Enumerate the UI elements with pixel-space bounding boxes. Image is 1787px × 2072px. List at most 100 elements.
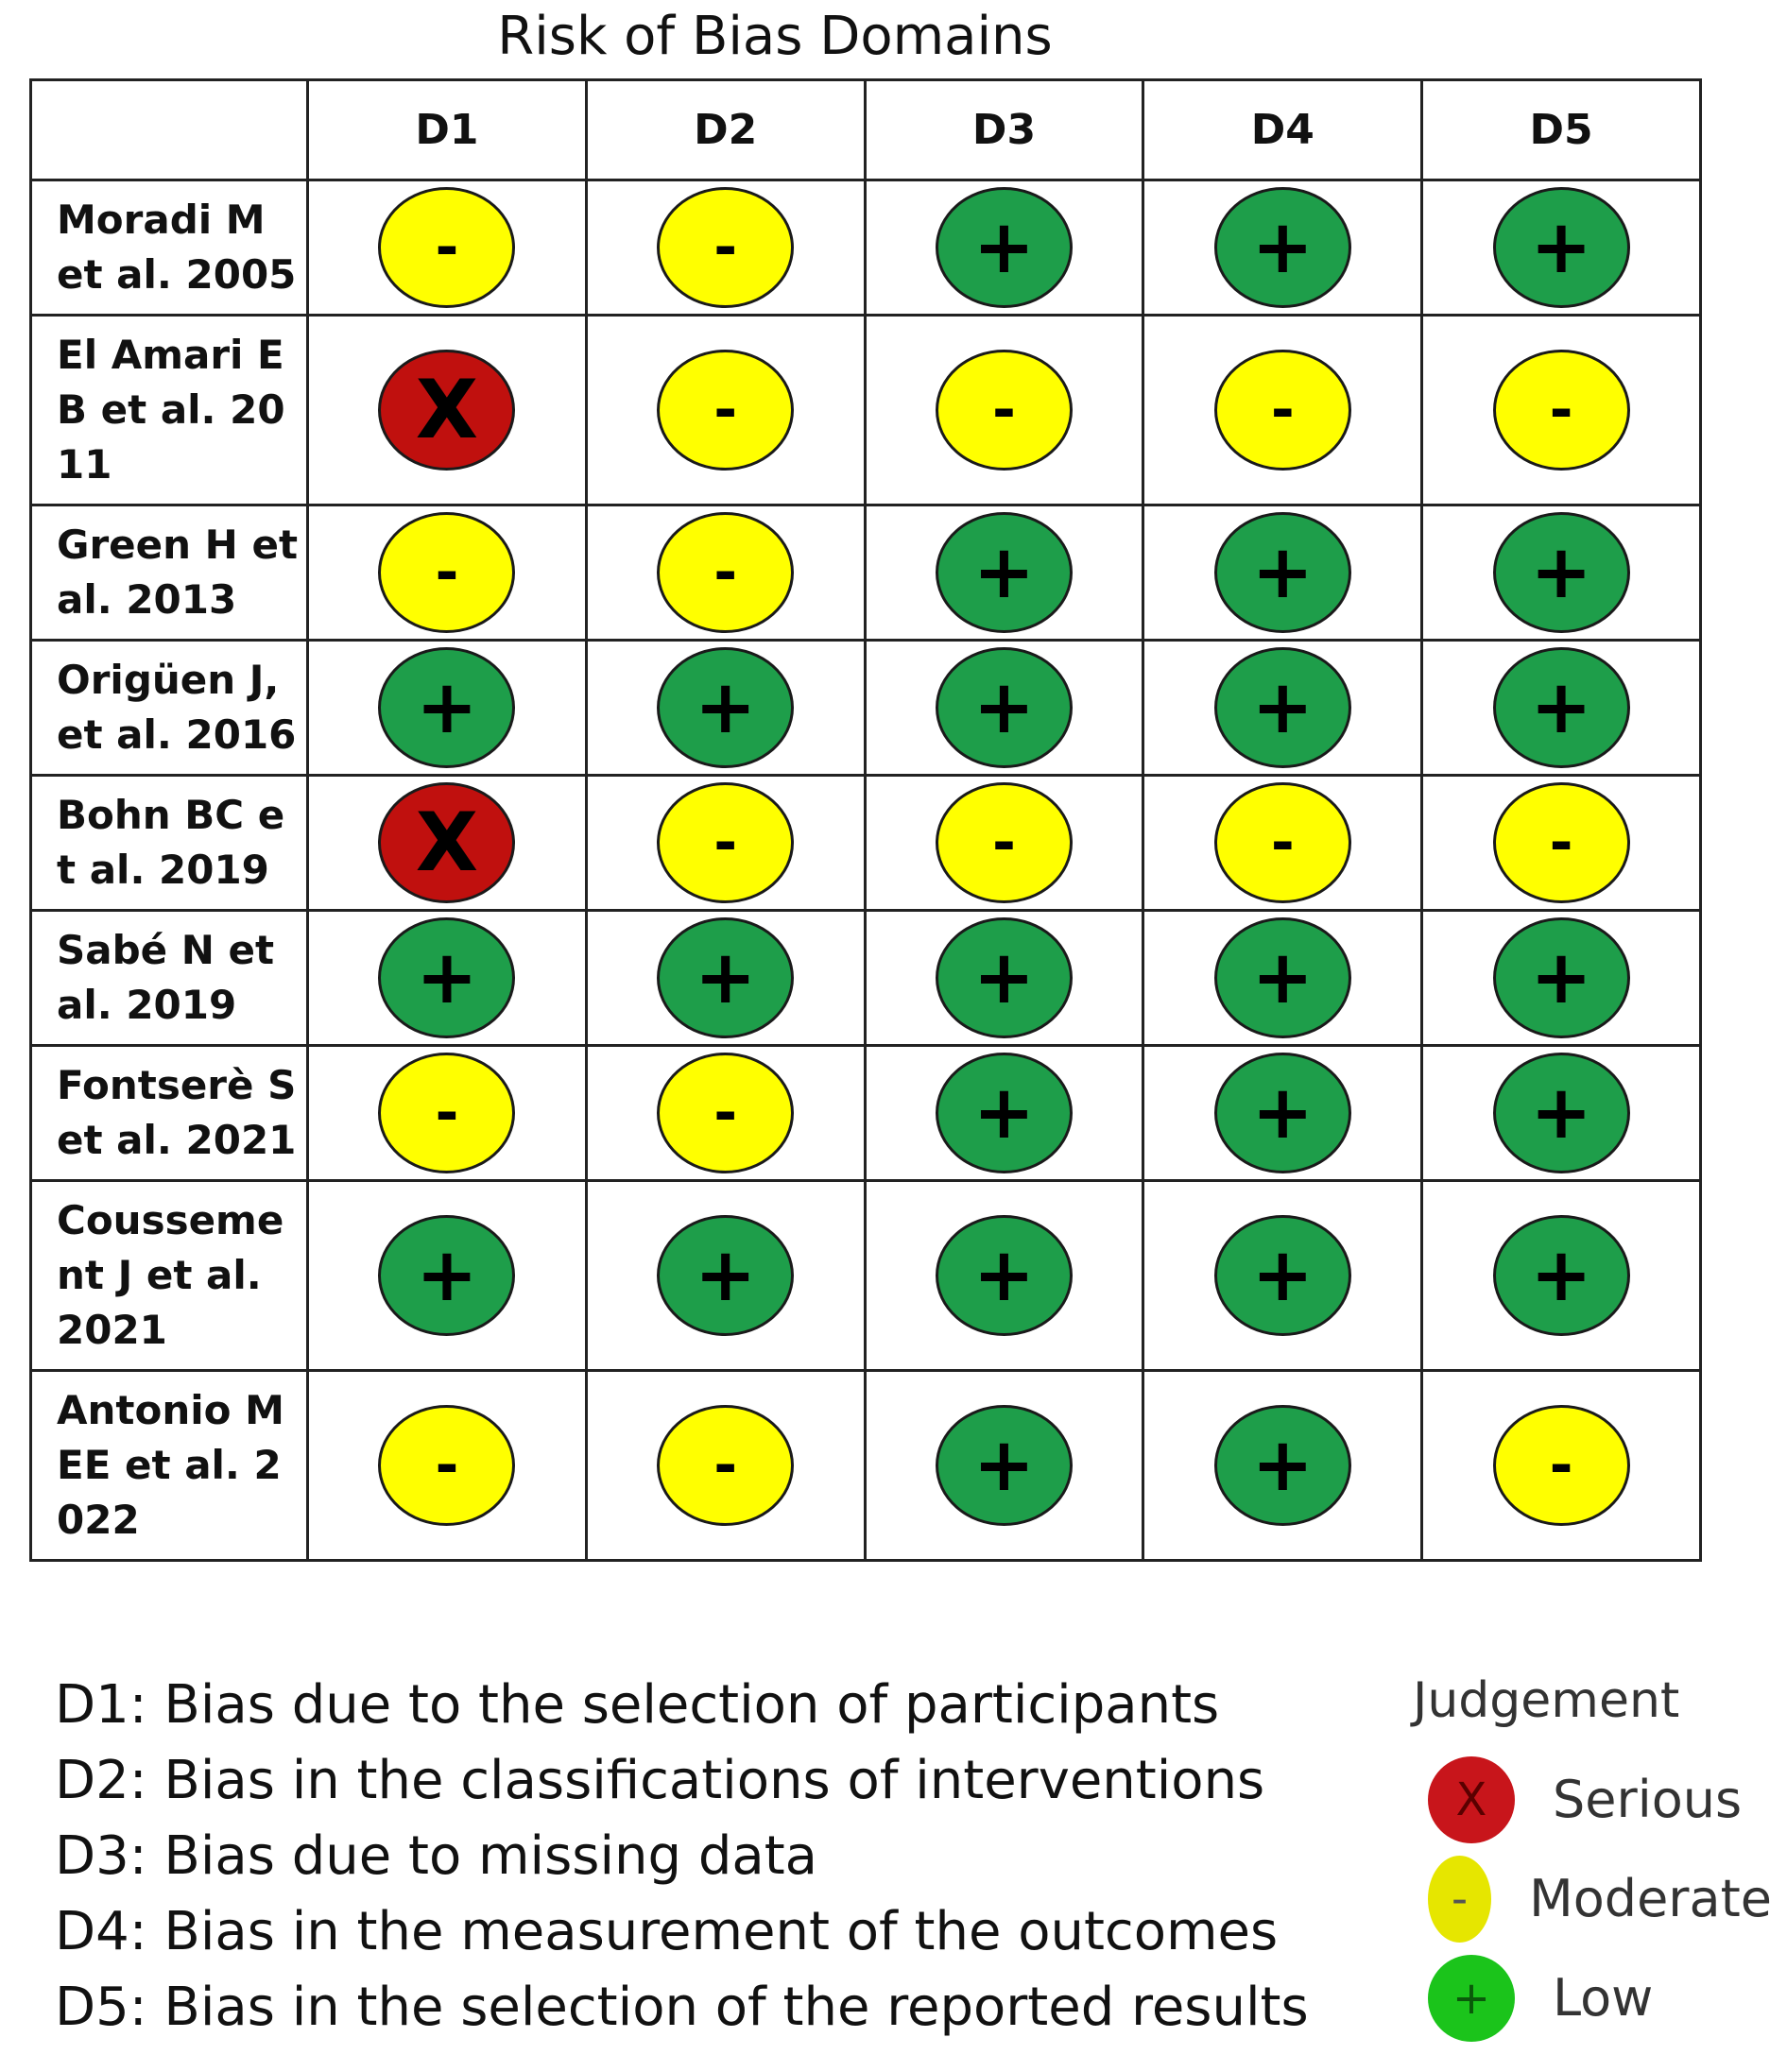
plus-circle-icon: + bbox=[1213, 512, 1351, 633]
plus-circle-icon: + bbox=[378, 647, 516, 768]
judgement-cell: + bbox=[863, 1369, 1145, 1562]
x-circle-icon: X bbox=[1428, 1755, 1515, 1843]
plus-circle-icon: + bbox=[1213, 1405, 1351, 1526]
study-name: Sabé N et al. 2019 bbox=[29, 909, 309, 1047]
legend-label: Serious bbox=[1553, 1770, 1743, 1829]
study-name: Origüen J, et al. 2016 bbox=[29, 639, 309, 777]
plus-circle-icon: + bbox=[657, 1215, 795, 1336]
minus-circle-icon: - bbox=[657, 782, 795, 903]
study-name: Bohn BC et al. 2019 bbox=[29, 774, 309, 912]
plus-circle-icon: + bbox=[378, 1215, 516, 1336]
legend-label: Low bbox=[1553, 1968, 1654, 2028]
x-circle-icon: X bbox=[378, 350, 516, 471]
minus-circle-icon: - bbox=[1492, 782, 1630, 903]
study-row: Origüen J, et al. 2016 + + + + + bbox=[29, 639, 1702, 777]
judgement-cell: + bbox=[1420, 639, 1702, 777]
judgement-cell: - bbox=[306, 504, 588, 642]
judgement-cell: + bbox=[1420, 504, 1702, 642]
study-name: Green H et al. 2013 bbox=[29, 504, 309, 642]
plus-circle-icon: + bbox=[657, 647, 795, 768]
judgement-cell: + bbox=[863, 1044, 1145, 1182]
study-row: Sabé N et al. 2019 + + + + + bbox=[29, 909, 1702, 1047]
definition-d5: D5: Bias in the selection of the reporte… bbox=[55, 1977, 1309, 2038]
plus-circle-icon: + bbox=[935, 647, 1073, 768]
minus-circle-icon: - bbox=[657, 1053, 795, 1173]
judgement-cell: - bbox=[863, 314, 1145, 506]
judgement-cell: - bbox=[1142, 314, 1424, 506]
judgement-cell: + bbox=[1142, 504, 1424, 642]
judgement-legend: Judgement X Serious - Moderate + Low bbox=[1413, 1672, 1772, 2047]
study-name: El Amari EB et al. 2011 bbox=[29, 314, 309, 506]
minus-circle-icon: - bbox=[1492, 350, 1630, 471]
plus-circle-icon: + bbox=[935, 1405, 1073, 1526]
minus-circle-icon: - bbox=[378, 1053, 516, 1173]
plus-circle-icon: + bbox=[935, 917, 1073, 1038]
judgement-cell: + bbox=[863, 1179, 1145, 1372]
judgement-cell: - bbox=[306, 1044, 588, 1182]
minus-circle-icon: - bbox=[1213, 782, 1351, 903]
judgement-cell: + bbox=[584, 1179, 867, 1372]
judgement-cell: X bbox=[306, 774, 588, 912]
domain-header: D3 bbox=[863, 78, 1145, 181]
judgement-cell: + bbox=[863, 909, 1145, 1047]
minus-circle-icon: - bbox=[935, 350, 1073, 471]
plus-circle-icon: + bbox=[378, 917, 516, 1038]
judgement-cell: + bbox=[306, 909, 588, 1047]
plus-circle-icon: + bbox=[1213, 187, 1351, 308]
judgement-cell: + bbox=[1420, 909, 1702, 1047]
plus-circle-icon: + bbox=[1492, 512, 1630, 633]
definition-d2: D2: Bias in the classifications of inter… bbox=[55, 1750, 1265, 1811]
judgement-cell: - bbox=[584, 314, 867, 506]
judgement-cell: + bbox=[863, 639, 1145, 777]
domain-header: D2 bbox=[584, 78, 867, 181]
figure-title: Risk of Bias Domains bbox=[497, 6, 1053, 67]
plus-circle-icon: + bbox=[1492, 647, 1630, 768]
study-name: Fontserè S et al. 2021 bbox=[29, 1044, 309, 1182]
minus-circle-icon: - bbox=[378, 512, 516, 633]
study-row: Green H et al. 2013- - + + + bbox=[29, 504, 1702, 642]
legend-label: Moderate bbox=[1529, 1869, 1772, 1928]
domain-header: D4 bbox=[1142, 78, 1424, 181]
plus-circle-icon: + bbox=[1213, 1053, 1351, 1173]
judgement-cell: X bbox=[306, 314, 588, 506]
plus-circle-icon: + bbox=[1492, 917, 1630, 1038]
judgement-cell: + bbox=[584, 909, 867, 1047]
judgement-cell: + bbox=[584, 639, 867, 777]
study-row: Cousseme nt J et al. 2021 + + + + + bbox=[29, 1179, 1702, 1372]
judgement-cell: - bbox=[1420, 774, 1702, 912]
study-name: Moradi M et al. 2005 bbox=[29, 179, 309, 317]
judgement-cell: - bbox=[1142, 774, 1424, 912]
domain-header: D5 bbox=[1420, 78, 1702, 181]
plus-circle-icon: + bbox=[1213, 647, 1351, 768]
minus-circle-icon: - bbox=[935, 782, 1073, 903]
judgement-cell: - bbox=[306, 1369, 588, 1562]
plus-circle-icon: + bbox=[935, 187, 1073, 308]
definition-d3: D3: Bias due to missing data bbox=[55, 1825, 817, 1887]
judgement-cell: + bbox=[306, 1179, 588, 1372]
x-circle-icon: X bbox=[378, 782, 516, 903]
judgement-cell: - bbox=[584, 1369, 867, 1562]
judgement-cell: - bbox=[584, 774, 867, 912]
plus-circle-icon: + bbox=[1492, 187, 1630, 308]
judgement-cell: + bbox=[1142, 909, 1424, 1047]
judgement-cell: + bbox=[1420, 1179, 1702, 1372]
plus-circle-icon: + bbox=[1492, 1215, 1630, 1336]
judgement-cell: - bbox=[306, 179, 588, 317]
judgement-cell: + bbox=[1142, 1369, 1424, 1562]
plus-circle-icon: + bbox=[1213, 917, 1351, 1038]
legend-item-moderate: - Moderate bbox=[1413, 1849, 1772, 1948]
plus-circle-icon: + bbox=[935, 512, 1073, 633]
minus-circle-icon: - bbox=[378, 1405, 516, 1526]
study-row: Bohn BC et al. 2019 X - - - - bbox=[29, 774, 1702, 912]
plus-circle-icon: + bbox=[1492, 1053, 1630, 1173]
minus-circle-icon: - bbox=[1428, 1855, 1492, 1943]
judgement-cell: - bbox=[863, 774, 1145, 912]
minus-circle-icon: - bbox=[657, 350, 795, 471]
judgement-cell: + bbox=[863, 504, 1145, 642]
domain-header: D1 bbox=[306, 78, 588, 181]
legend-title: Judgement bbox=[1413, 1672, 1680, 1729]
definition-d1: D1: Bias due to the selection of partici… bbox=[55, 1674, 1220, 1736]
judgement-cell: - bbox=[584, 179, 867, 317]
definition-d4: D4: Bias in the measurement of the outco… bbox=[55, 1901, 1279, 1962]
minus-circle-icon: - bbox=[657, 187, 795, 308]
